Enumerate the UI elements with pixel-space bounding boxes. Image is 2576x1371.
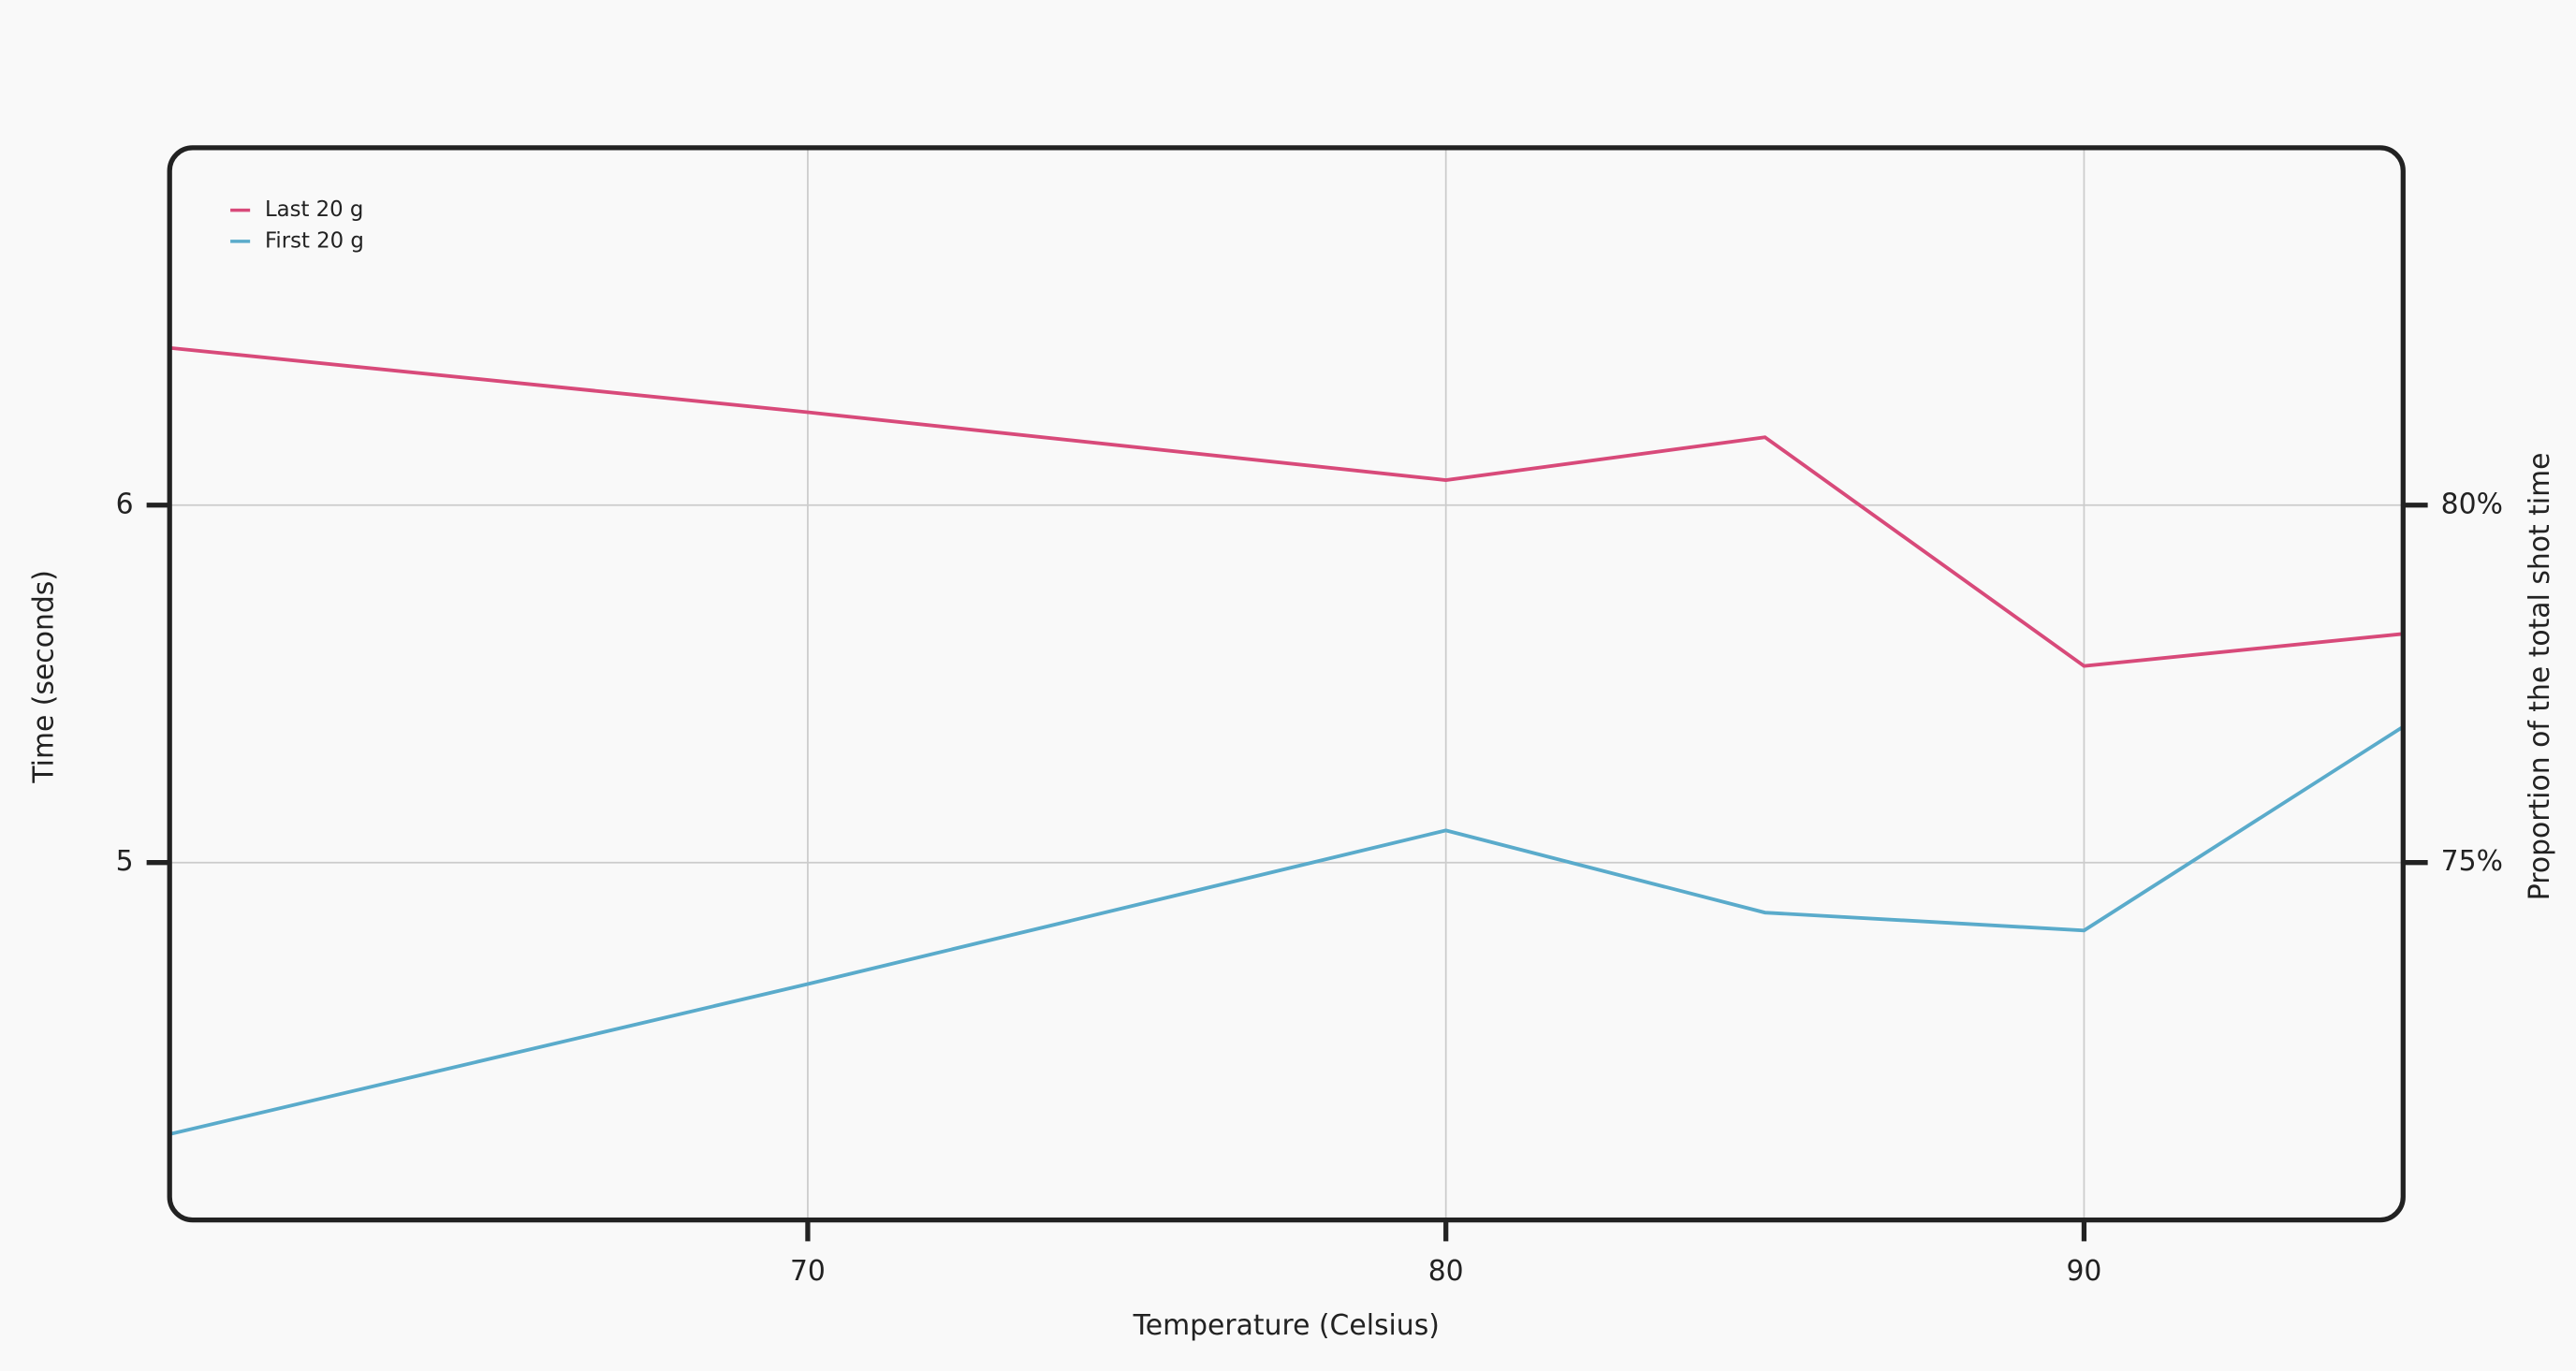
- y2-tick-label: 80%: [2441, 488, 2503, 520]
- y-tick-label: 5: [116, 845, 134, 878]
- grid: [169, 147, 2404, 1220]
- x-axis-label: Temperature (Celsius): [1133, 1309, 1440, 1342]
- y2-tick-label: 75%: [2441, 845, 2503, 878]
- lines: [169, 345, 2404, 1136]
- legend-label: Last 20 g: [265, 197, 363, 222]
- series-line: [169, 724, 2404, 1136]
- y-tick-label: 6: [116, 488, 134, 520]
- x-tick-label: 80: [1428, 1255, 1464, 1288]
- plot-frame: [167, 145, 2406, 1223]
- legend-label: First 20 g: [265, 228, 364, 253]
- legend: Last 20 g First 20 g: [230, 197, 364, 253]
- y2-axis-label: Proportion of the total shot time: [2524, 452, 2556, 900]
- x-tick-label: 90: [2066, 1255, 2101, 1288]
- series-line: [169, 345, 2404, 668]
- x-tick-label: 70: [790, 1255, 826, 1288]
- y-axis-label: Time (seconds): [27, 570, 60, 784]
